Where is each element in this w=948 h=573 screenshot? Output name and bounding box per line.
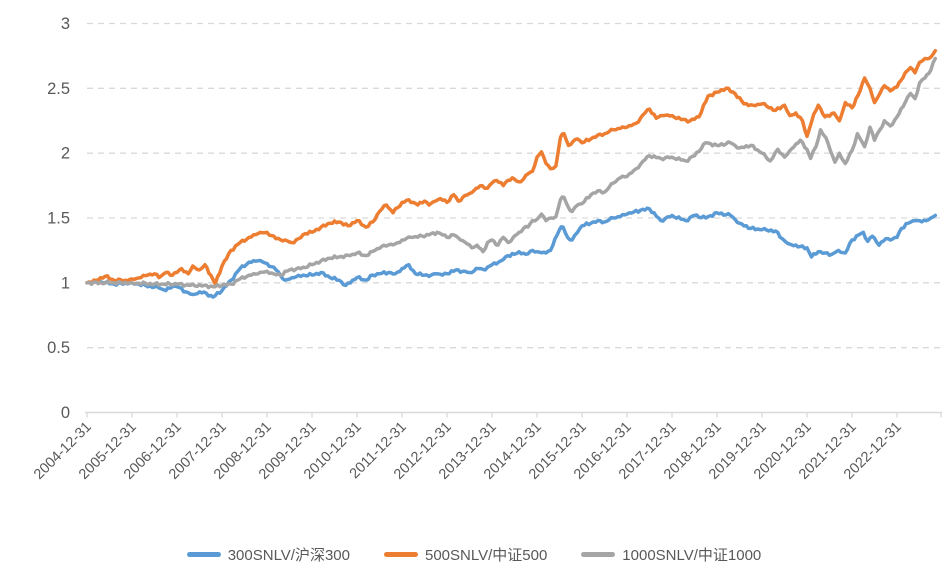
- y-axis-tick-label: 2.5: [47, 80, 70, 98]
- y-axis-tick-label: 0: [61, 404, 70, 422]
- legend-swatch-blue-line: [186, 552, 221, 557]
- legend-item-1000snlv: 1000SNLV/中证1000: [581, 544, 761, 565]
- series-line-2: [85, 56, 938, 290]
- legend-swatch-gray-line: [581, 552, 616, 557]
- y-axis-tick-label: 1: [61, 274, 70, 292]
- y-axis-tick-label: 0.5: [47, 339, 70, 357]
- legend-label-300snlv: 300SNLV/沪深300: [227, 547, 350, 564]
- y-axis-tick-label: 3: [61, 15, 70, 33]
- legend-label-1000snlv: 1000SNLV/中证1000: [622, 547, 762, 564]
- series-line-1: [85, 48, 938, 286]
- y-axis-tick-label: 2: [61, 145, 70, 163]
- legend-item-300snlv: 300SNLV/沪深300: [186, 544, 350, 565]
- legend-item-500snlv: 500SNLV/中证500: [384, 544, 547, 565]
- legend-label-500snlv: 500SNLV/中证500: [425, 547, 548, 564]
- plot-area: 00.511.522.532004-12-312005-12-312006-12…: [31, 15, 942, 483]
- chart-legend: 300SNLV/沪深300 500SNLV/中证500 1000SNLV/中证1…: [0, 544, 948, 565]
- legend-swatch-orange-line: [384, 552, 418, 557]
- y-axis-tick-label: 1.5: [47, 209, 70, 227]
